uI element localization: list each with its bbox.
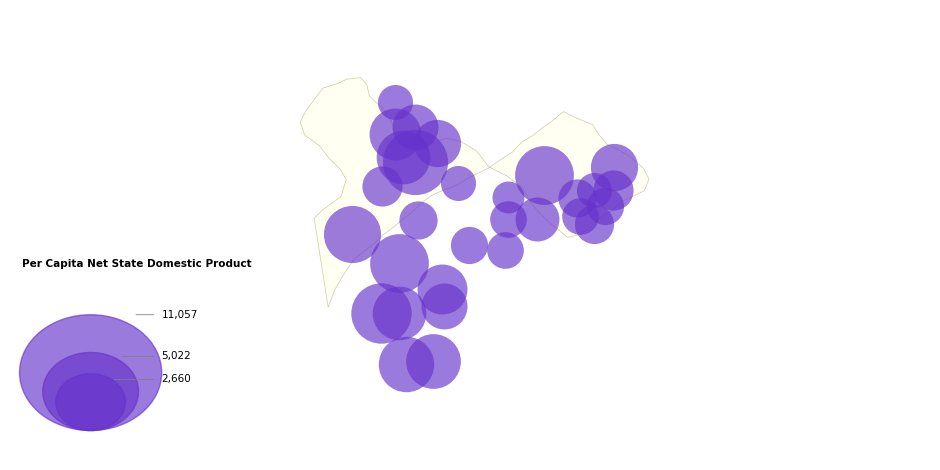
Point	[411, 217, 426, 224]
Point	[344, 230, 359, 238]
Text: 5,022: 5,022	[162, 352, 192, 361]
Point	[587, 186, 602, 194]
Point	[434, 286, 449, 293]
Text: 2,660: 2,660	[162, 375, 192, 384]
Point	[462, 242, 477, 249]
Point	[500, 193, 515, 200]
Point	[408, 158, 423, 165]
FancyBboxPatch shape	[7, 243, 266, 453]
Circle shape	[55, 374, 125, 431]
Point	[426, 357, 441, 364]
Point	[395, 153, 410, 161]
Point	[375, 183, 390, 190]
Point	[437, 303, 452, 310]
Point	[529, 215, 544, 223]
Point	[429, 140, 444, 147]
Circle shape	[42, 352, 138, 431]
Point	[399, 360, 414, 368]
Point	[572, 212, 588, 219]
Point	[392, 309, 407, 317]
Point	[450, 179, 465, 187]
Point	[537, 172, 552, 179]
Circle shape	[20, 315, 162, 431]
Point	[587, 220, 602, 227]
Text: Per Capita Net State Domestic Product: Per Capita Net State Domestic Product	[23, 259, 252, 269]
Polygon shape	[300, 78, 649, 307]
Point	[408, 123, 423, 130]
Point	[606, 164, 621, 171]
Point	[387, 131, 402, 138]
Point	[373, 309, 388, 317]
Point	[570, 194, 585, 202]
Text: 11,057: 11,057	[162, 310, 198, 320]
Point	[498, 246, 513, 253]
Point	[387, 98, 402, 105]
Point	[605, 186, 620, 194]
Point	[500, 215, 515, 223]
Point	[598, 202, 613, 210]
Point	[392, 259, 407, 267]
